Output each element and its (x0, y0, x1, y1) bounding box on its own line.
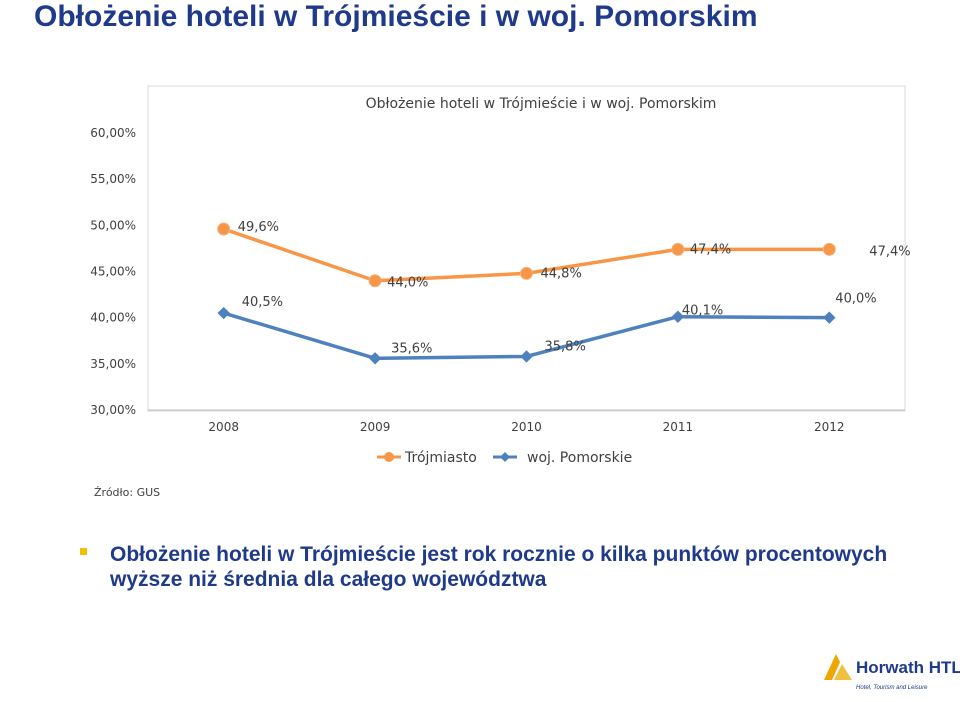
source-note: Źródło: GUS (94, 486, 161, 499)
y-tick-label: 60,00% (90, 126, 136, 140)
data-label: 40,1% (682, 304, 723, 319)
data-point (217, 306, 230, 320)
legend-marker-icon (384, 452, 394, 462)
series-layer: 49,6% 44,0% 44,8% 47,4% 47,4% 40,5% 35,6% 35,8%… (217, 220, 911, 365)
x-tick-label: 2010 (511, 420, 542, 434)
line-chart: Obłożenie hoteli w Trójmieście i w woj. … (90, 85, 911, 466)
bullet-square-icon (80, 548, 87, 555)
data-point (671, 310, 685, 323)
y-tick-label: 30,00% (90, 403, 136, 417)
data-point (823, 311, 836, 324)
data-label: 40,5% (242, 295, 283, 310)
horwath-logo: Horwath HTL Hotel, Tourism and Leisure (822, 648, 960, 698)
data-point (520, 266, 533, 280)
data-label: 35,6% (391, 341, 432, 356)
x-tick-label: 2012 (814, 420, 845, 434)
data-label: 47,4% (869, 244, 910, 259)
x-tick-label: 2011 (663, 420, 694, 434)
y-tick-label: 55,00% (90, 172, 136, 186)
horwath-mark-icon (824, 654, 852, 680)
legend-label: woj. Pomorskie (527, 450, 632, 466)
data-label: 44,8% (541, 266, 582, 281)
x-tick-label: 2008 (208, 420, 239, 434)
legend-item-0: Trójmiasto (377, 450, 477, 466)
legend: Trójmiasto woj. Pomorskie (377, 450, 632, 466)
y-tick-label: 35,00% (90, 357, 136, 371)
data-point (671, 242, 685, 256)
data-label: 40,0% (835, 292, 876, 307)
data-label: 44,0% (387, 276, 428, 291)
data-point (520, 350, 533, 363)
plot-frame (147, 85, 906, 412)
data-point (822, 242, 836, 256)
series-1: 40,5% 35,6% 35,8% 40,1% 40,0% (217, 292, 877, 365)
data-point (368, 274, 382, 288)
y-tick-label: 40,00% (90, 311, 136, 325)
legend-label: Trójmiasto (404, 450, 477, 466)
logo-tagline: Hotel, Tourism and Leisure (856, 685, 928, 691)
page-title: Obłożenie hoteli w Trójmieście i w woj. … (34, 0, 758, 33)
logo-name: Horwath HTL (856, 658, 960, 677)
data-point (368, 352, 382, 365)
bullet-text: Obłożenie hoteli w Trójmieście jest rok … (110, 543, 888, 591)
data-label: 49,6% (238, 220, 279, 235)
y-tick-label: 45,00% (90, 265, 136, 279)
data-point (217, 222, 231, 236)
data-label: 47,4% (690, 242, 731, 257)
series-0: 49,6% 44,0% 44,8% 47,4% 47,4% (217, 220, 911, 291)
y-tick-label: 50,00% (90, 218, 136, 232)
legend-marker-icon (500, 452, 510, 462)
x-tick-label: 2009 (360, 420, 391, 434)
data-label: 35,8% (545, 339, 586, 354)
legend-item-1: woj. Pomorskie (493, 450, 632, 466)
x-axis-ticks: 2008 2009 2010 2011 2012 (208, 420, 844, 434)
y-axis-ticks: 30,00% 35,00% 40,00% 45,00% 50,00% 55,00% 60,0… (90, 126, 136, 417)
chart-title: Obłożenie hoteli w Trójmieście i w woj. … (366, 96, 717, 112)
